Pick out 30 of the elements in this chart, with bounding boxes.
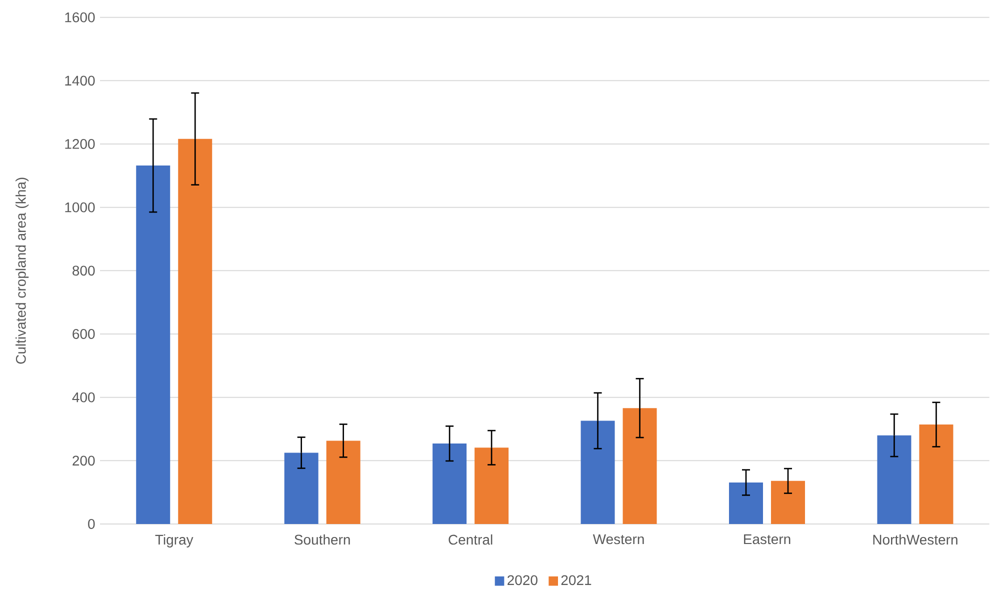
bar	[284, 452, 318, 524]
x-tick-label: Tigray	[155, 534, 194, 548]
bar	[877, 435, 912, 524]
bar	[474, 448, 509, 524]
bar	[622, 408, 657, 524]
bar	[432, 444, 467, 524]
bar	[729, 482, 763, 524]
y-tick-label: 1600	[65, 12, 95, 22]
x-tick-label: Western	[592, 534, 644, 544]
y-tick-label: 0	[88, 519, 95, 529]
bar	[580, 420, 615, 524]
x-tick-label: Eastern	[744, 534, 790, 544]
bar	[136, 166, 170, 524]
legend-label: 2021	[561, 575, 592, 586]
y-tick-label: 200	[72, 456, 95, 466]
bar	[178, 138, 212, 524]
y-axis-title: Cultivated cropland area (kha)	[16, 178, 29, 364]
x-tick-label: Southern	[294, 534, 350, 545]
bar	[919, 424, 954, 524]
y-tick-label: 1000	[65, 202, 95, 212]
x-tick-label: NorthWestern	[873, 534, 958, 545]
x-tick-label: Central	[448, 534, 492, 545]
bar	[326, 440, 360, 524]
y-tick-label: 800	[72, 266, 95, 276]
y-tick-label: 400	[72, 392, 95, 402]
y-tick-label: 1200	[65, 139, 95, 149]
y-tick-label: 600	[72, 329, 95, 339]
y-tick-label: 1400	[65, 76, 95, 86]
legend-label: 2020	[508, 575, 538, 586]
bar	[771, 480, 805, 524]
